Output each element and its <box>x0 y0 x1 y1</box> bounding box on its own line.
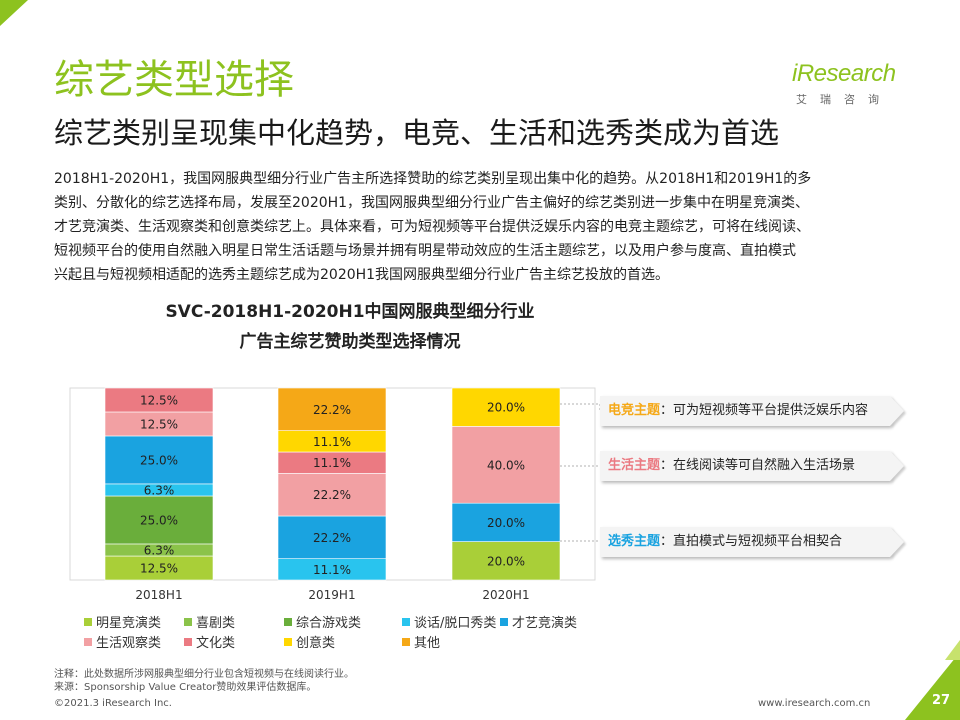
page-title: 综艺类型选择 <box>54 57 294 103</box>
body-line: 兴起且与短视频相适配的选秀主题综艺成为2020H1我国网服典型细分行业广告主综艺… <box>54 267 670 283</box>
legend-swatch <box>84 617 92 626</box>
bar-value-label: 22.2% <box>313 403 351 417</box>
bar-value-label: 11.1% <box>313 456 351 470</box>
bar-segment <box>104 435 214 485</box>
logo-cn: 艾瑞咨询 <box>796 93 892 106</box>
bar-value-label: 12.5% <box>140 417 178 431</box>
page-subtitle: 综艺类别呈现集中化趋势，电竞、生活和选秀类成为首选 <box>54 116 780 150</box>
footer-website: www.iresearch.com.cn <box>758 698 871 709</box>
callout-text: ：可为短视频等平台提供泛娱乐内容 <box>660 403 869 418</box>
chart-title-line: 广告主综艺赞助类型选择情况 <box>239 332 461 352</box>
bar-value-label: 20.0% <box>487 516 525 530</box>
legend-label: 创意类 <box>296 636 336 651</box>
legend-item: 综合游戏类 <box>284 612 361 631</box>
x-tick-label: 2019H1 <box>308 588 355 602</box>
bar-value-label: 6.3% <box>144 483 175 497</box>
legend-label: 其他 <box>414 636 441 651</box>
legend-label: 文化类 <box>196 636 236 651</box>
page-number: 27 <box>932 693 951 708</box>
bar-value-label: 20.0% <box>487 401 525 415</box>
callout-highlight: 选秀主题 <box>608 534 661 549</box>
legend-swatch <box>184 617 192 626</box>
legend-label: 喜剧类 <box>196 616 236 631</box>
callout-highlight: 电竞主题 <box>608 403 661 418</box>
legend-swatch <box>402 637 410 646</box>
legend-swatch <box>402 617 410 626</box>
bar-value-label: 25.0% <box>140 513 178 527</box>
callout-esports: 电竞主题：可为短视频等平台提供泛娱乐内容 <box>600 396 904 426</box>
chart-note: 注释：此处数据所涉网服典型细分行业包含短视频与在线阅读行业。 <box>54 669 354 680</box>
legend-label: 明星竞演类 <box>96 616 162 631</box>
bar-value-label: 11.1% <box>313 563 351 577</box>
legend-item: 谈话/脱口秀类 <box>402 612 496 631</box>
x-tick-label: 2018H1 <box>135 588 182 602</box>
legend-swatch <box>500 617 508 626</box>
bar-value-label: 22.2% <box>313 531 351 545</box>
legend-label: 综合游戏类 <box>296 616 362 631</box>
legend-swatch <box>84 637 92 646</box>
callout-life: 生活主题：在线阅读等可自然融入生活场景 <box>600 451 904 481</box>
bar-value-label: 20.0% <box>487 554 525 568</box>
logo-brand: iResearch <box>792 60 896 87</box>
legend-swatch <box>284 637 292 646</box>
legend-swatch <box>184 637 192 646</box>
legend-item: 才艺竞演类 <box>500 612 577 631</box>
chart-title-line: SVC-2018H1-2020H1中国网服典型细分行业 <box>165 302 535 322</box>
bar-value-label: 22.2% <box>313 488 351 502</box>
bar-segment <box>277 515 387 559</box>
legend-label: 谈话/脱口秀类 <box>414 616 497 631</box>
body-line: 类别、分散化的综艺选择布局，发展至2020H1，我国网服典型细分行业广告主偏好的… <box>54 195 810 211</box>
legend-swatch <box>284 617 292 626</box>
body-paragraph: 2018H1-2020H1，我国网服典型细分行业广告主所选择赞助的综艺类别呈现出… <box>54 167 914 287</box>
legend-label: 才艺竞演类 <box>512 616 578 631</box>
iresearch-logo: iResearch 艾瑞咨询 <box>790 60 915 108</box>
body-line: 短视频平台的使用自然融入明星日常生活话题与场景并拥有明星带动效应的生活主题综艺，… <box>54 243 796 259</box>
callout-text: ：在线阅读等可自然融入生活场景 <box>660 458 856 473</box>
bar-segment <box>451 426 561 504</box>
callout-highlight: 生活主题 <box>608 458 661 473</box>
legend-label: 生活观察类 <box>96 636 162 651</box>
legend-item: 喜剧类 <box>184 612 235 631</box>
legend-item: 明星竞演类 <box>84 612 161 631</box>
chart-source: 来源：Sponsorship Value Creator赞助效果评估数据库。 <box>54 682 317 693</box>
bar-value-label: 12.5% <box>140 562 178 576</box>
legend-item: 生活观察类 <box>84 632 161 651</box>
legend-item: 文化类 <box>184 632 235 651</box>
callout-talent: 选秀主题：直拍模式与短视频平台相契合 <box>600 527 904 557</box>
body-line: 2018H1-2020H1，我国网服典型细分行业广告主所选择赞助的综艺类别呈现出… <box>54 171 812 187</box>
chart-title: SVC-2018H1-2020H1中国网服典型细分行业 广告主综艺赞助类型选择情… <box>110 297 590 357</box>
bar-value-label: 25.0% <box>140 453 178 467</box>
bar-value-label: 6.3% <box>144 543 175 557</box>
bar-segment <box>277 473 387 517</box>
x-tick-label: 2020H1 <box>482 588 529 602</box>
bar-segment <box>277 387 387 431</box>
callout-text: ：直拍模式与短视频平台相契合 <box>660 534 843 549</box>
bar-segment <box>451 387 561 427</box>
legend-item: 其他 <box>402 632 440 651</box>
bar-value-label: 40.0% <box>487 458 525 472</box>
bar-segment <box>104 495 214 545</box>
bar-value-label: 12.5% <box>140 393 178 407</box>
bar-segment <box>104 387 214 413</box>
bar-value-label: 11.1% <box>313 435 351 449</box>
legend-item: 创意类 <box>284 632 335 651</box>
body-line: 才艺竞演类、生活观察类和创意类综艺上。具体来看，可为短视频等平台提供泛娱乐内容的… <box>54 219 810 235</box>
bar-segment <box>451 502 561 542</box>
bar-segment <box>451 541 561 581</box>
footer-copyright: ©2021.3 iResearch Inc. <box>54 698 172 709</box>
callout-connector <box>560 403 601 411</box>
